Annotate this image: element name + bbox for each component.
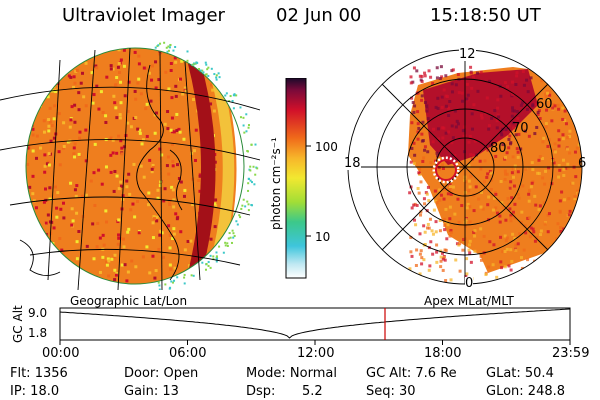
status-gain: Gain: 13 <box>124 384 179 399</box>
time-tick-0600: 06:00 <box>169 346 207 361</box>
colorbar-tick-10: 10 <box>315 230 331 244</box>
geographic-auroral-image <box>0 41 260 290</box>
status-gc-alt: GC Alt: 7.6 Re <box>366 366 457 381</box>
right-panel-label: Apex MLat/MLT <box>424 294 514 308</box>
image-time: 15:18:50 UT <box>430 5 541 26</box>
status-flt: Flt: 1356 <box>10 366 68 381</box>
intensity-colorbar <box>285 78 311 279</box>
status-door: Door: Open <box>124 366 199 381</box>
left-panel-label: Geographic Lat/Lon <box>70 294 188 308</box>
mlat-label-60: 60 <box>536 97 553 112</box>
altitude-tick-9: 9.0 <box>28 306 48 320</box>
time-tick-1200: 12:00 <box>297 346 335 361</box>
altitude-tick-1-8: 1.8 <box>28 326 48 340</box>
image-date: 02 Jun 00 <box>276 5 362 26</box>
mlt-label-6: 6 <box>578 156 587 171</box>
status-dsp-value: 5.2 <box>302 384 323 399</box>
time-tick-0000: 00:00 <box>42 346 80 361</box>
polar-mlat-mlt-plot <box>347 49 583 285</box>
mlt-label-12: 12 <box>459 47 476 62</box>
app-title: Ultraviolet Imager <box>62 5 225 26</box>
status-glon: GLon: 248.8 <box>486 384 566 399</box>
status-dsp-label: Dsp: <box>246 384 276 399</box>
time-tick-2359: 23:59 <box>552 346 590 361</box>
status-glat: GLat: 50.4 <box>486 366 554 381</box>
status-seq: Seq: 30 <box>366 384 416 399</box>
colorbar-unit-label: photon cm⁻²s⁻¹ <box>269 137 283 230</box>
status-ip: IP: 18.0 <box>10 384 60 399</box>
mlat-label-70: 70 <box>512 121 529 136</box>
colorbar-tick-100: 100 <box>315 140 338 154</box>
time-tick-1800: 18:00 <box>424 346 462 361</box>
mlt-label-0: 0 <box>465 276 474 291</box>
mlat-label-80: 80 <box>490 141 507 156</box>
altitude-timeline-plot <box>59 307 571 345</box>
mlt-label-18: 18 <box>344 156 361 171</box>
status-mode: Mode: Normal <box>246 366 337 381</box>
